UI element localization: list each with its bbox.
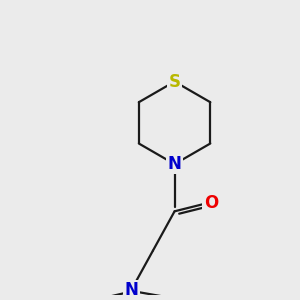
Text: N: N xyxy=(124,281,138,299)
Text: N: N xyxy=(168,155,182,173)
Text: S: S xyxy=(169,73,181,91)
Text: O: O xyxy=(204,194,218,212)
